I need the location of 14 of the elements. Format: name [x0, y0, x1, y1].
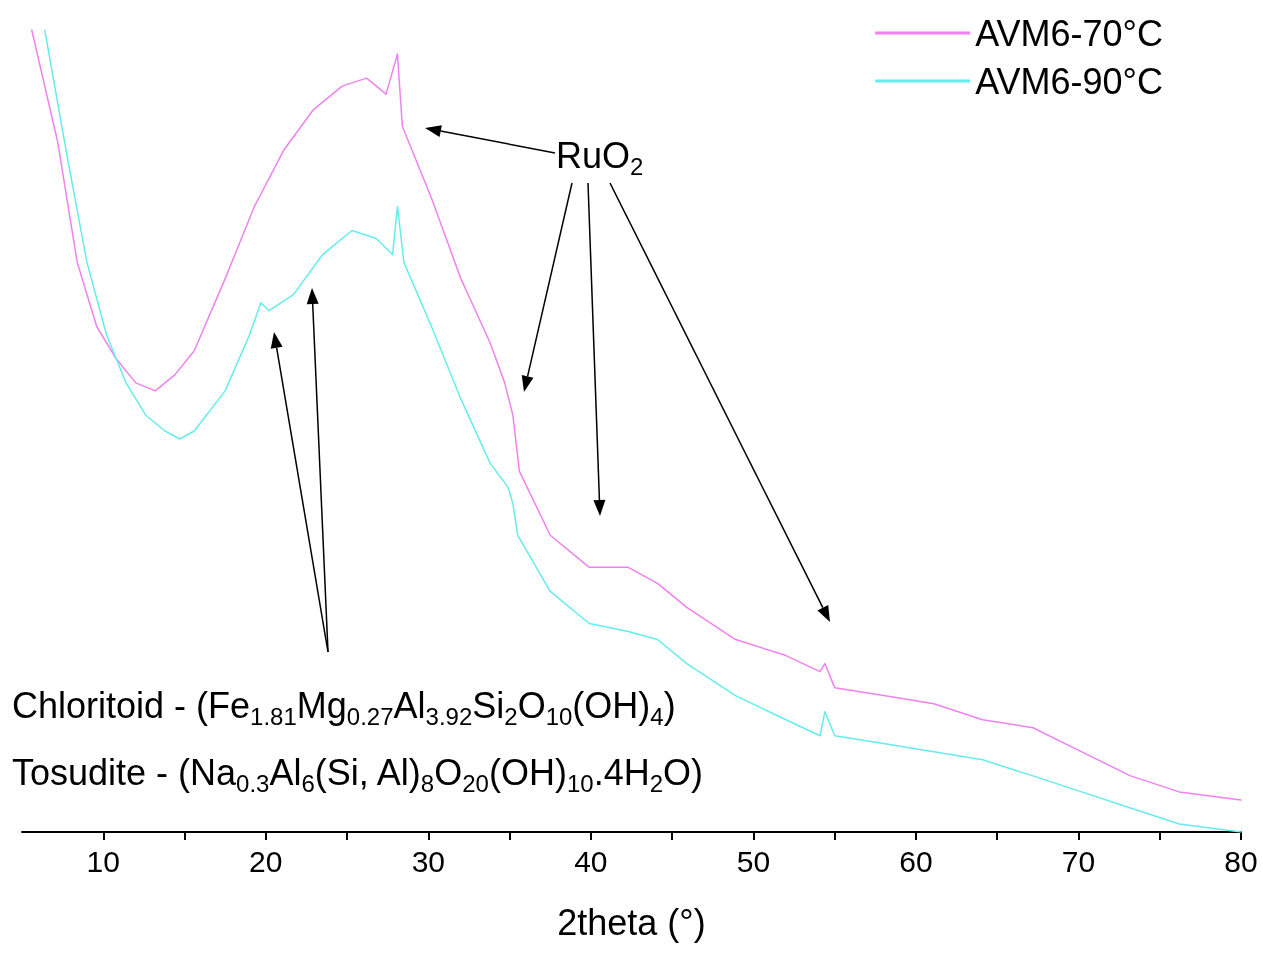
legend-label: AVM6-90°C [975, 60, 1164, 102]
text: Tosudite - (Na$_{0.3}$Al$_{6}$(Si, Al)$_{8}$O$_{20}$(OH)$_{10}$.4H$_{2}$O) [12, 752, 704, 798]
legend-label: AVM6-70°C [975, 12, 1164, 54]
x-tick-label: 10 [86, 844, 120, 878]
x-tick-label: 50 [736, 844, 771, 878]
annotation: RuO$_{2}$ [556, 135, 644, 181]
x-axis-title: 2theta (°) [557, 901, 706, 943]
x-tick-label: 30 [411, 844, 446, 878]
x-tick-label: 80 [1224, 844, 1258, 878]
x-tick-label: 60 [899, 844, 933, 878]
x-tick-label: 70 [1061, 844, 1096, 878]
x-tick-label: 20 [249, 844, 283, 878]
x-tick-label: 40 [574, 844, 608, 878]
text: Chloritoid - (Fe$_{1.81}$Mg$_{0.27}$Al$_{3.92}$Si$_{2}$O$_{10}$(OH)$_{4}$) [12, 685, 676, 731]
